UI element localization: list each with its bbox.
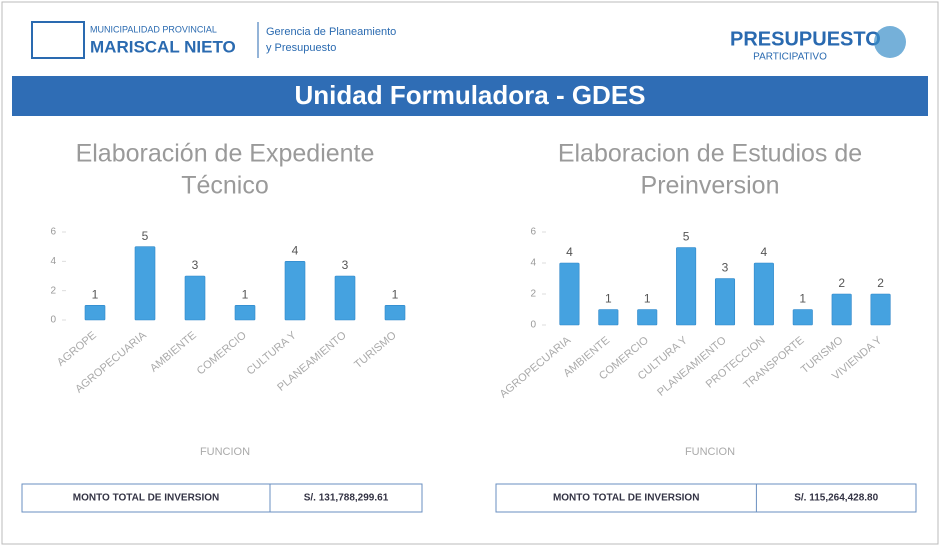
total-value: S/. 115,264,428.80 — [794, 493, 878, 504]
data-label: 5 — [683, 230, 690, 244]
bar — [184, 275, 206, 321]
bar — [598, 309, 619, 326]
bar — [753, 262, 774, 326]
bar — [870, 293, 891, 326]
bar — [84, 305, 106, 321]
data-label: 3 — [342, 258, 349, 272]
y-tick-label: 0 — [50, 315, 56, 326]
dept-1: Gerencia de Planeamiento — [266, 26, 396, 38]
brand-small: PARTICIPATIVO — [753, 52, 827, 63]
logo-icon — [31, 21, 85, 59]
total-label: MONTO TOTAL DE INVERSION — [553, 493, 700, 504]
chart-title: Preinversion — [641, 172, 780, 200]
data-label: 1 — [644, 292, 651, 306]
y-tick-label: 6 — [530, 227, 536, 238]
y-tick-label: 4 — [50, 256, 56, 267]
org-big: MARISCAL NIETO — [90, 37, 236, 56]
data-label: 1 — [92, 288, 99, 302]
bar — [559, 262, 580, 326]
data-label: 3 — [192, 258, 199, 272]
y-tick-label: 6 — [50, 227, 56, 238]
data-label: 2 — [877, 276, 884, 290]
bar — [831, 293, 852, 326]
banner — [12, 76, 928, 116]
data-label: 4 — [761, 245, 768, 259]
chart-title: Técnico — [181, 172, 269, 200]
bar — [284, 261, 306, 321]
y-tick-label: 4 — [530, 258, 536, 269]
bar — [714, 278, 736, 326]
data-label: 3 — [722, 261, 729, 275]
total-box — [495, 483, 917, 513]
bar — [792, 309, 813, 326]
bar — [637, 309, 658, 326]
data-label: 1 — [242, 288, 249, 302]
data-label: 1 — [799, 292, 806, 306]
data-label: 1 — [392, 288, 399, 302]
org-small: MUNICIPALIDAD PROVINCIAL — [90, 24, 217, 34]
y-tick-label: 2 — [530, 289, 536, 300]
data-label: 4 — [566, 245, 573, 259]
y-tick-label: 0 — [530, 320, 536, 331]
banner-title: Unidad Formuladora - GDES — [294, 80, 645, 110]
bar — [134, 246, 156, 321]
bar — [384, 305, 406, 321]
brand-big: PRESUPUESTO — [730, 28, 881, 50]
data-label: 5 — [142, 229, 149, 243]
data-label: 2 — [838, 276, 845, 290]
total-box — [21, 483, 423, 513]
y-tick-label: 2 — [50, 285, 56, 296]
bar — [676, 247, 697, 326]
total-label: MONTO TOTAL DE INVERSION — [73, 493, 220, 504]
x-axis-label: FUNCION — [200, 446, 250, 458]
brand-icon — [874, 26, 906, 58]
bar — [234, 305, 256, 321]
chart-title: Elaboracion de Estudios de — [558, 140, 862, 168]
data-label: 1 — [605, 292, 612, 306]
bar — [334, 275, 356, 321]
data-label: 4 — [292, 244, 299, 258]
dept-2: y Presupuesto — [266, 42, 336, 54]
chart-title: Elaboración de Expediente — [76, 140, 375, 168]
x-axis-label: FUNCION — [685, 446, 735, 458]
total-value: S/. 131,788,299.61 — [304, 493, 389, 504]
